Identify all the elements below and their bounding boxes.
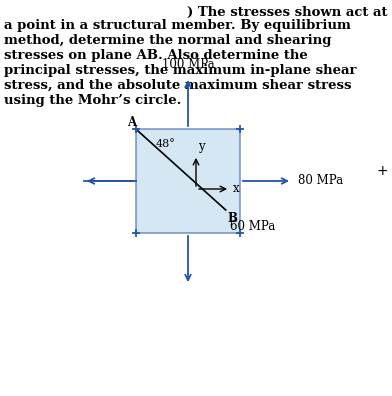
- Text: 48°: 48°: [156, 139, 176, 149]
- Text: 100 MPa: 100 MPa: [162, 58, 214, 71]
- Text: 60 MPa: 60 MPa: [230, 220, 275, 233]
- Text: x: x: [233, 183, 240, 196]
- Bar: [136, 129, 240, 233]
- Text: +: +: [376, 164, 388, 178]
- Text: B: B: [228, 212, 238, 225]
- Text: A: A: [127, 116, 136, 129]
- Text: y: y: [198, 140, 205, 153]
- Text: a point in a structural member. By equilibrium
method, determine the normal and : a point in a structural member. By equil…: [4, 19, 356, 107]
- Text: ) The stresses shown act at: ) The stresses shown act at: [187, 6, 388, 19]
- Text: 80 MPa: 80 MPa: [298, 175, 343, 187]
